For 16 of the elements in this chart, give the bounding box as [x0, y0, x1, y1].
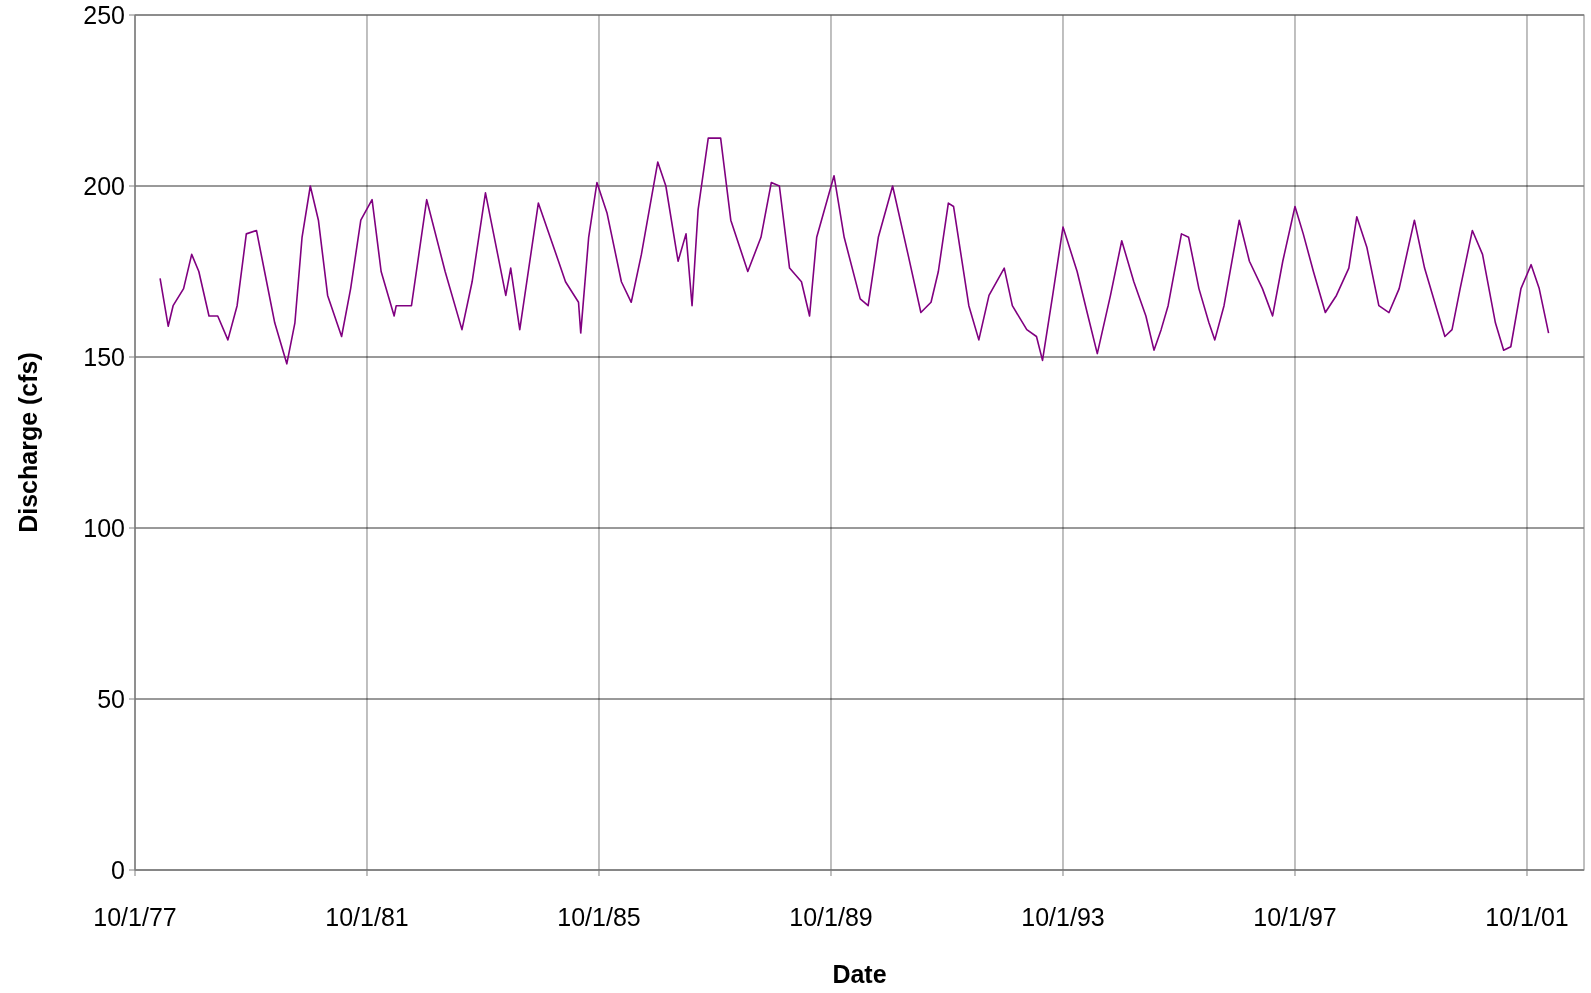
y-axis-title: Discharge (cfs) [14, 352, 42, 533]
line-series [159, 137, 1550, 365]
y-tick-label: 150 [83, 342, 125, 371]
x-tick-label: 10/1/89 [789, 903, 873, 931]
y-tick-label: 50 [97, 684, 125, 713]
y-tick-label: 250 [83, 0, 125, 29]
x-tick-label: 10/1/85 [557, 903, 641, 931]
x-tick-label: 10/1/01 [1485, 903, 1569, 931]
x-tick-label: 10/1/97 [1253, 903, 1337, 931]
y-tick-label: 200 [83, 171, 125, 200]
y-tick-label: 0 [111, 855, 125, 884]
x-axis-title: Date [832, 960, 887, 988]
x-tick-label: 10/1/93 [1021, 903, 1105, 931]
x-tick-label: 10/1/81 [325, 903, 409, 931]
y-tick-label: 100 [83, 513, 125, 542]
x-tick-label: 10/1/77 [93, 903, 177, 931]
